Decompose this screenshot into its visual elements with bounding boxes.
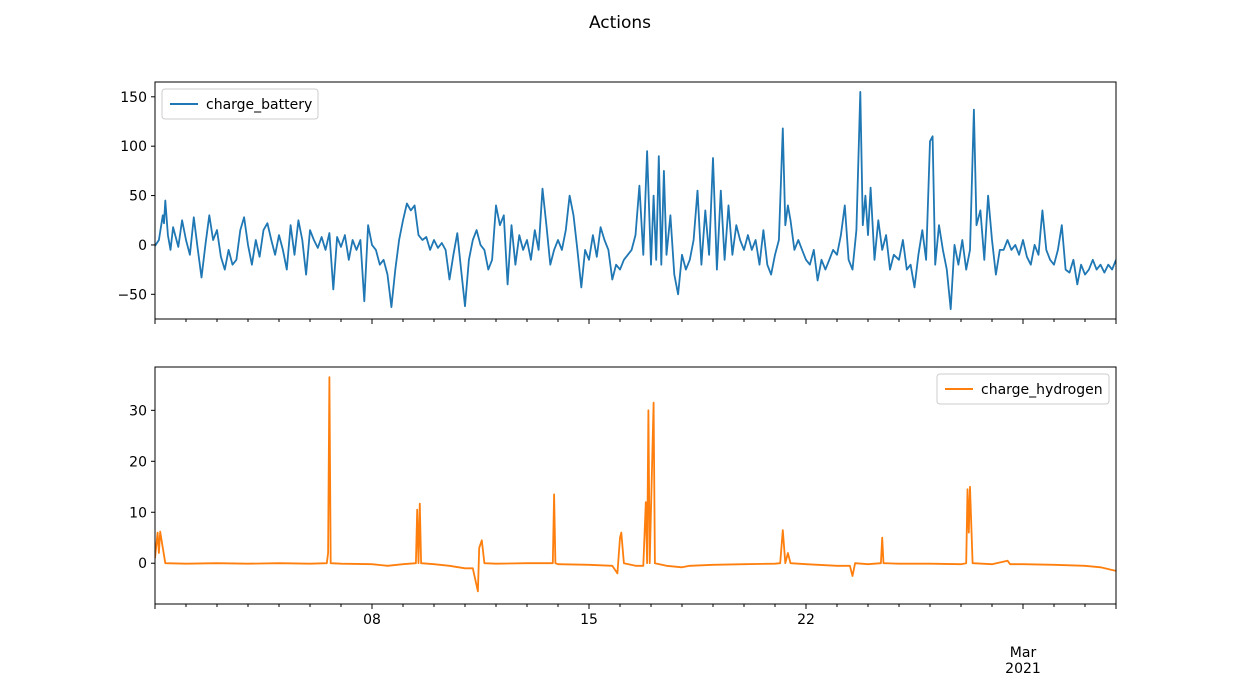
y-tick-label: 50 <box>129 189 147 205</box>
x-tick-sublabel: 2021 <box>1005 661 1041 677</box>
series-line-charge-hydrogen <box>155 376 1116 593</box>
legend-label: charge_hydrogen <box>981 382 1103 398</box>
x-tick-label: 08 <box>363 612 381 628</box>
x-tick-label: Mar <box>1010 645 1037 661</box>
y-tick-label: 10 <box>129 505 147 521</box>
legend-label: charge_battery <box>206 97 312 113</box>
axes-frame <box>154 366 1117 605</box>
y-tick-label: 0 <box>138 556 147 572</box>
y-tick-label: 0 <box>138 238 147 254</box>
axes-frame <box>154 81 1117 320</box>
x-tick-label: 22 <box>797 612 815 628</box>
y-tick-label: 20 <box>129 454 147 470</box>
series-line-charge-battery <box>155 91 1116 310</box>
y-tick-label: 100 <box>120 139 147 155</box>
legend: charge_battery <box>161 88 319 120</box>
x-tick-label: 15 <box>580 612 598 628</box>
battery-panel: −50 0 50 100 150 charge_battery <box>117 81 1117 324</box>
y-tick-label: 30 <box>129 403 147 419</box>
y-tick-label: 150 <box>120 90 147 106</box>
chart-title: Actions <box>589 13 651 33</box>
y-tick-label: −50 <box>117 287 147 303</box>
legend: charge_hydrogen <box>936 373 1110 405</box>
